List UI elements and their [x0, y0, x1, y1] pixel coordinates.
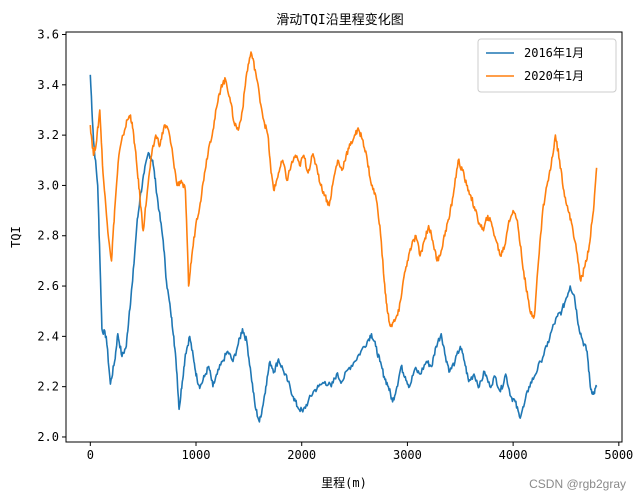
- y-tick-label: 3.4: [37, 78, 59, 92]
- y-tick-label: 2.4: [37, 329, 59, 343]
- y-tick-label: 2.6: [37, 279, 59, 293]
- y-tick-label: 3.0: [37, 178, 59, 192]
- y-tick-label: 3.2: [37, 128, 59, 142]
- series-line-2016: [89, 74, 598, 423]
- legend-label-2016: 2016年1月: [524, 46, 584, 60]
- y-tick-label: 2.0: [37, 430, 59, 444]
- x-tick-label: 4000: [499, 448, 528, 462]
- x-tick-label: 3000: [393, 448, 422, 462]
- chart-title: 滑动TQI沿里程变化图: [276, 12, 403, 28]
- y-axis: 2.0 2.2 2.4 2.6 2.8 3.0 3.2 3.4 3.6: [37, 28, 66, 444]
- x-tick-label: 0: [87, 448, 94, 462]
- series-layer: [89, 51, 598, 423]
- x-tick-label: 2000: [287, 448, 316, 462]
- plot-area: [65, 31, 623, 443]
- x-axis: 0 1000 2000 3000 4000 5000: [87, 442, 633, 462]
- series-line-2020: [89, 51, 598, 328]
- y-tick-label: 2.8: [37, 229, 59, 243]
- legend: 2016年1月 2020年1月: [477, 38, 617, 93]
- y-tick-label: 3.6: [37, 28, 59, 42]
- x-tick-label: 1000: [182, 448, 211, 462]
- legend-label-2020: 2020年1月: [524, 69, 584, 83]
- y-axis-label: TQI: [9, 226, 23, 248]
- y-tick-label: 2.2: [37, 380, 59, 394]
- x-axis-label: 里程(m): [321, 475, 367, 490]
- watermark-text: CSDN @rgb2gray: [529, 477, 626, 491]
- x-tick-label: 5000: [604, 448, 633, 462]
